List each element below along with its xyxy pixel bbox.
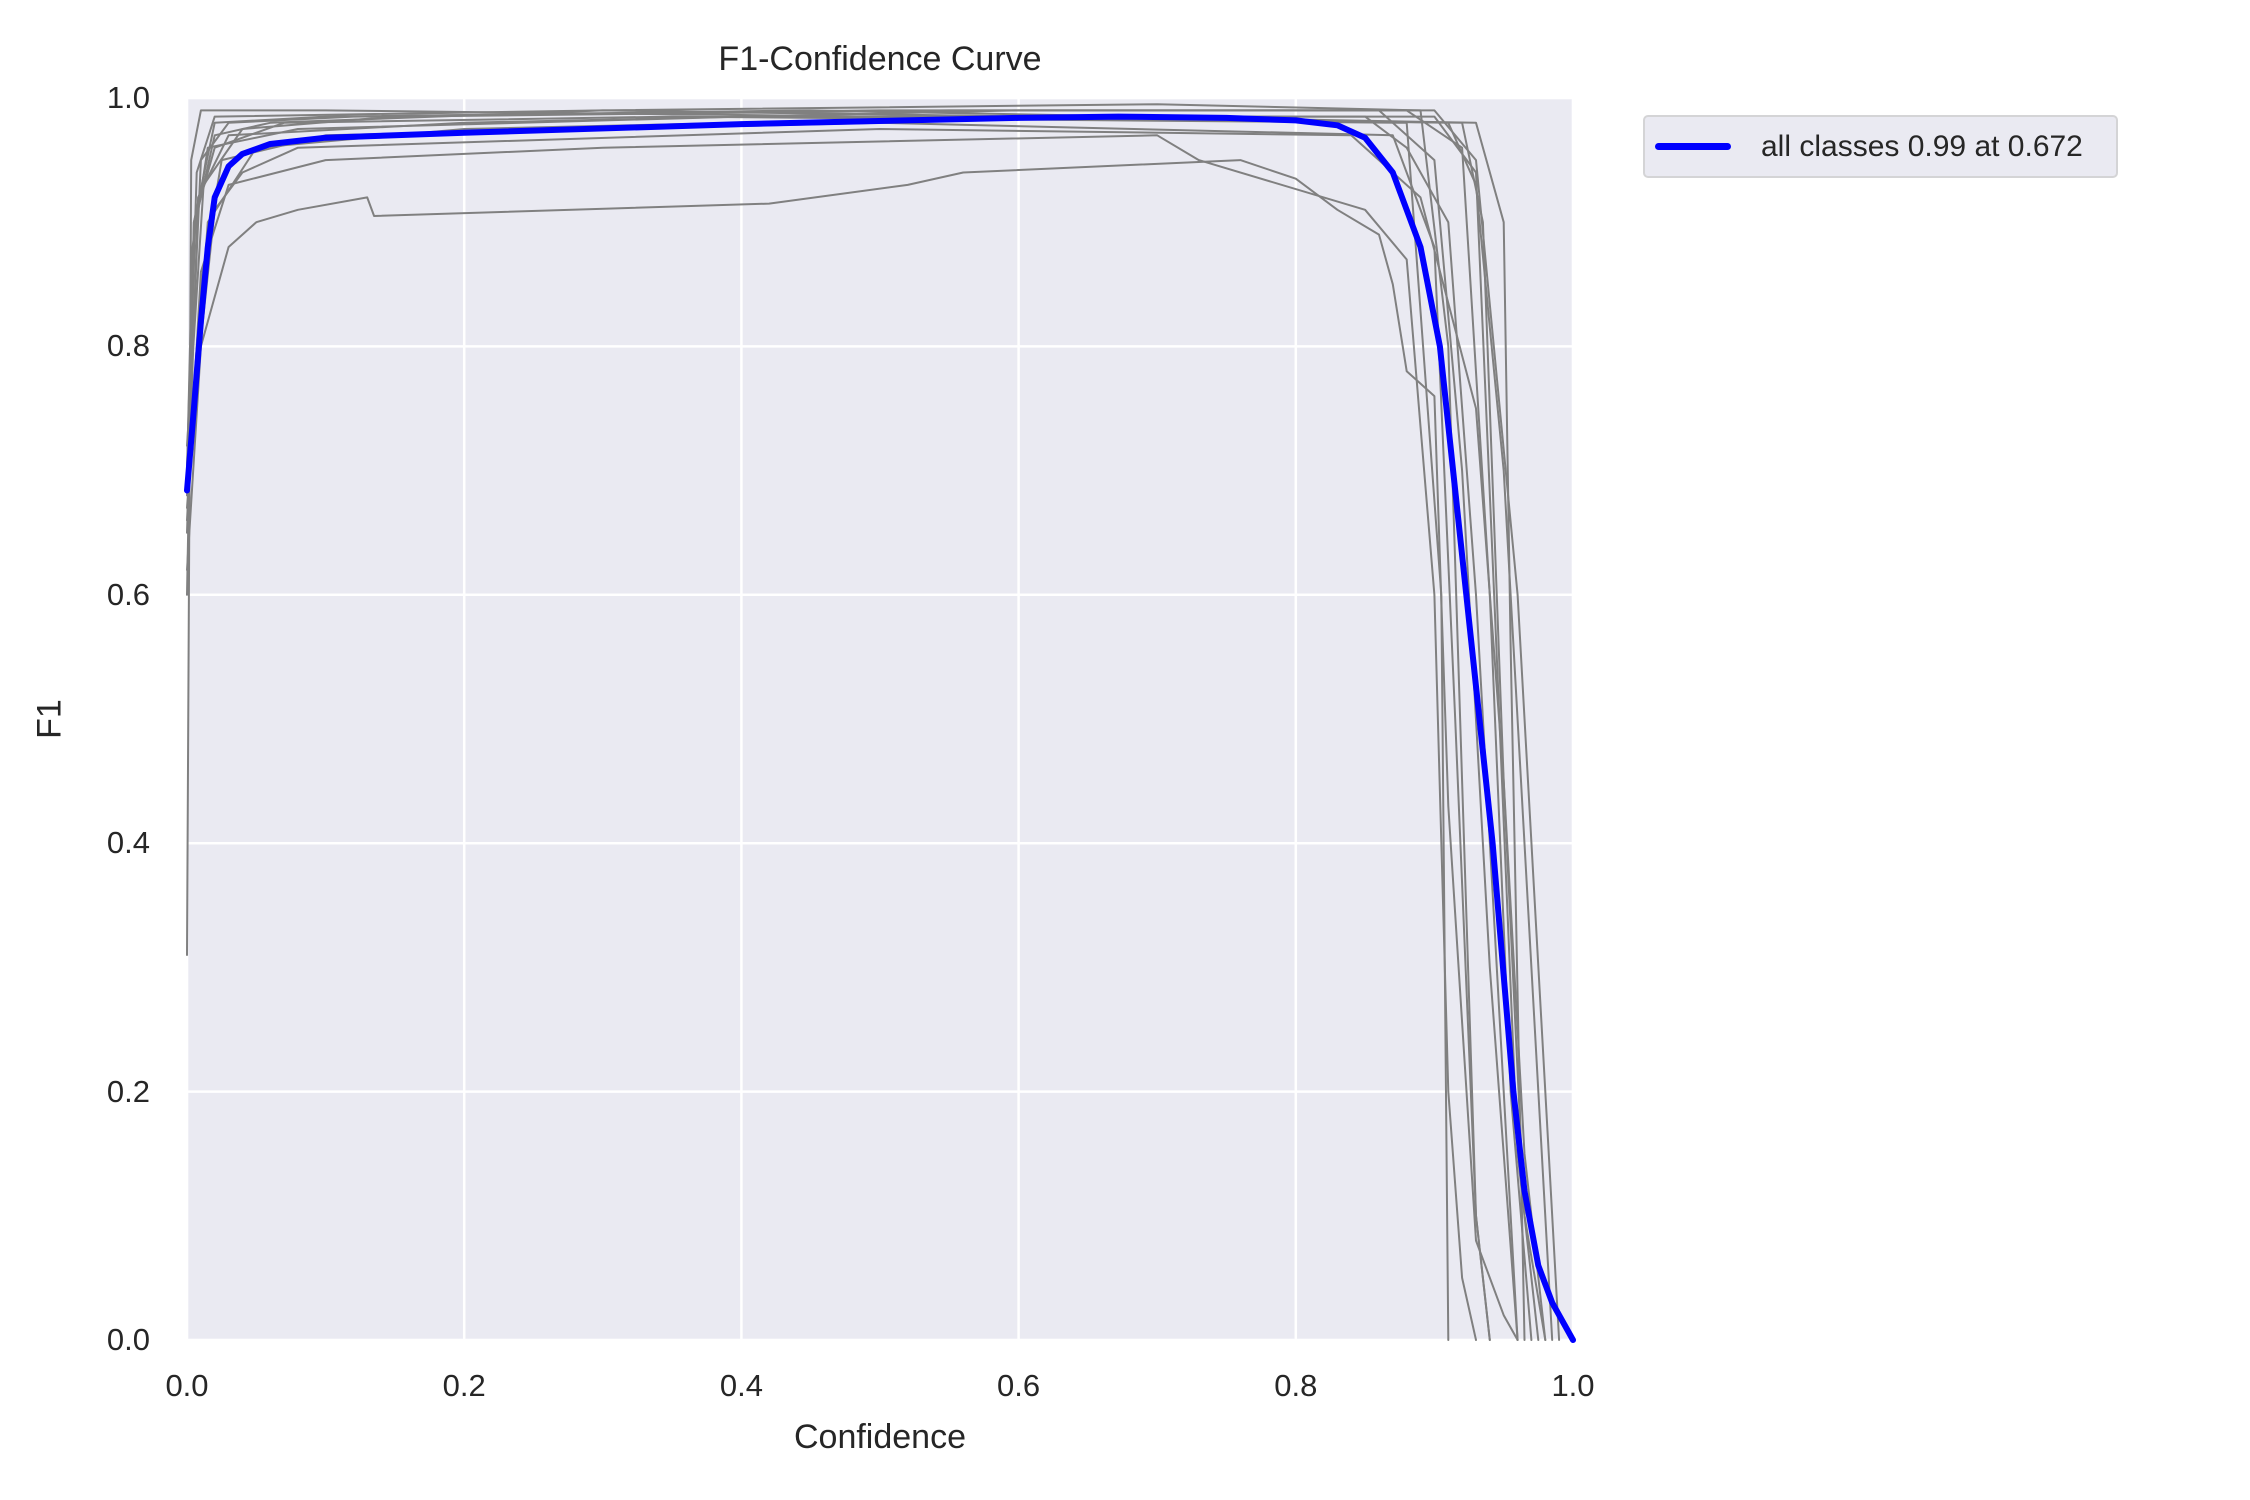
class-curve [186,103,1491,1341]
x-axis-label: Confidence [793,1418,966,1456]
y-tick-label: 0.4 [106,825,150,861]
chart-title: F1-Confidence Curve [718,40,1042,78]
x-tick-label: 0.0 [165,1368,209,1403]
y-tick-label: 1.0 [106,80,150,115]
legend: all classes 0.99 at 0.672 [1643,115,2118,178]
x-tick-label: 0.2 [442,1368,486,1403]
axes-background [187,98,1573,1340]
class-curve [186,109,1526,1341]
class-curve [186,115,1450,1341]
legend-label: all classes 0.99 at 0.672 [1761,129,2083,163]
class-curve [186,159,1519,1341]
y-axis-label: F1 [30,699,69,739]
gridlines [185,96,1575,1342]
class-curve [186,134,1477,1341]
y-tick-label: 0.6 [106,576,150,612]
y-tick-label: 0.2 [106,1073,150,1109]
y-tick-label: 0.8 [106,328,150,364]
x-tick-label: 1.0 [1551,1368,1595,1403]
legend-line-swatch [1655,143,1731,150]
y-tick-label: 0.0 [106,1322,150,1357]
class-curve [186,109,1561,1341]
x-tick-label: 0.6 [997,1368,1041,1403]
per-class-curves [186,103,1561,1341]
all-classes-line [184,113,1576,1343]
x-tick-label: 0.8 [1274,1368,1318,1403]
all-classes-curve [184,113,1576,1343]
x-tick-label: 0.4 [719,1368,763,1403]
